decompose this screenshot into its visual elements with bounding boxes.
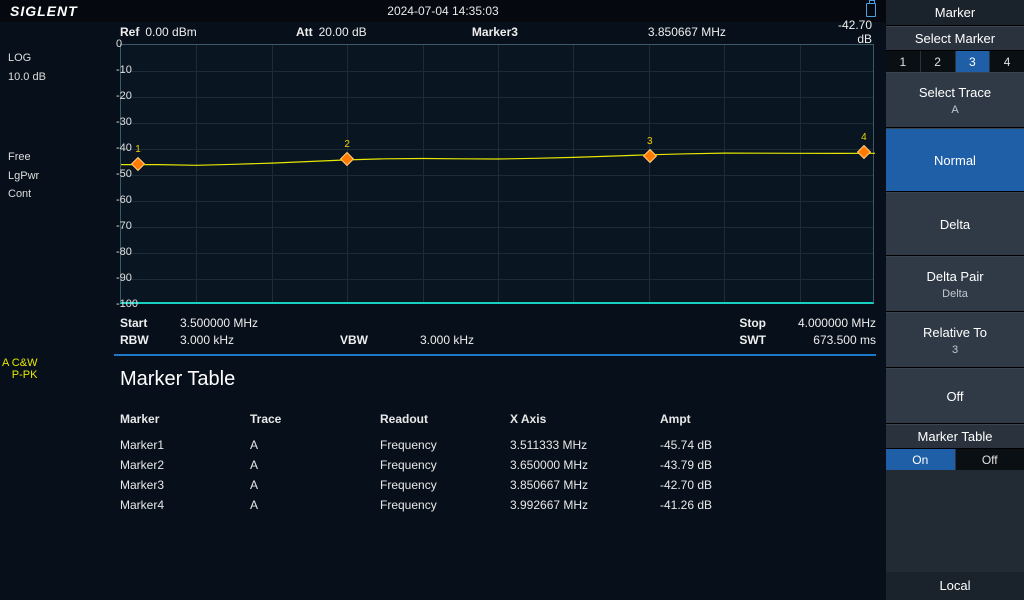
marker-table-header: Readout — [380, 412, 510, 426]
scale-mode: LOG — [8, 50, 68, 67]
select-marker-segment-4[interactable]: 4 — [990, 51, 1024, 72]
marker-number-label: 4 — [861, 132, 867, 143]
select-trace-button[interactable]: Select Trace A — [886, 72, 1024, 128]
marker-table: Marker Table MarkerTraceReadoutX AxisAmp… — [120, 360, 876, 515]
swt-value: 673.500 ms — [766, 333, 876, 350]
start-value: 3.500000 MHz — [180, 316, 340, 333]
relative-to-button[interactable]: Relative To 3 — [886, 312, 1024, 368]
ref-label: Ref — [120, 25, 139, 39]
marker-number-label: 3 — [647, 136, 653, 147]
att-label: Att — [296, 25, 313, 39]
ref-value: 0.00 dBm — [145, 25, 196, 39]
select-marker-segment-3[interactable]: 3 — [956, 51, 991, 72]
active-marker-label: Marker3 — [472, 25, 518, 39]
brand-logo: SIGLENT — [10, 3, 78, 19]
marker-mode-normal-button[interactable]: Normal — [886, 128, 1024, 192]
marker-table-toggle-label: Marker Table — [886, 424, 1024, 448]
sweep-readouts: Start 3.500000 MHz Stop 4.000000 MHz RBW… — [120, 316, 876, 350]
marker-table-header: Ampt — [660, 412, 780, 426]
table-row: Marker2AFrequency3.650000 MHz-43.79 dB — [120, 455, 876, 475]
menu-title: Marker — [886, 0, 1024, 26]
rbw-value: 3.000 kHz — [180, 333, 340, 350]
active-marker-amp: -42.70 dB — [838, 18, 872, 46]
marker-off-button[interactable]: Off — [886, 368, 1024, 424]
marker-table-header: Trace — [250, 412, 380, 426]
marker-mode-delta-pair-button[interactable]: Delta Pair Delta — [886, 256, 1024, 312]
plot-area[interactable]: 1 2 3 4 — [120, 44, 874, 304]
att-value: 20.00 dB — [319, 25, 367, 39]
select-trace-label: Select Trace — [886, 85, 1024, 100]
table-row: Marker1AFrequency3.511333 MHz-45.74 dB — [120, 435, 876, 455]
stop-label: Stop — [646, 316, 766, 333]
swt-label: SWT — [646, 333, 766, 350]
trigger-mode: Free — [8, 149, 68, 166]
rbw-label: RBW — [120, 333, 180, 350]
local-button[interactable]: Local — [886, 572, 1024, 600]
active-marker-freq: 3.850667 MHz — [648, 25, 726, 39]
select-trace-value: A — [886, 104, 1024, 116]
marker-number-label: 1 — [135, 144, 141, 155]
detector-mode: LgPwr — [8, 168, 68, 185]
marker-table-toggle-off[interactable]: Off — [956, 449, 1024, 470]
select-marker-segment-1[interactable]: 1 — [886, 51, 921, 72]
vbw-value: 3.000 kHz — [420, 333, 580, 350]
trace-label: A C&W P-PK — [2, 357, 37, 381]
sweep-mode: Cont — [8, 186, 68, 203]
header-readouts: Ref 0.00 dBm Att 20.00 dB Marker3 3.850667… — [0, 22, 886, 42]
table-row: Marker4AFrequency3.992667 MHz-41.26 dB — [120, 495, 876, 515]
marker-table-title: Marker Table — [120, 368, 876, 391]
spectrum-graph[interactable]: 1234 0-10-20-30-40-50-60-70-80-90-100 — [96, 44, 874, 314]
marker-table-toggle-on[interactable]: On — [886, 449, 956, 470]
softkey-menu: Marker Select Marker 1234 Select Trace A… — [886, 0, 1024, 600]
stop-value: 4.000000 MHz — [766, 316, 876, 333]
section-divider — [114, 354, 876, 356]
usb-icon — [866, 3, 876, 17]
select-marker-label: Select Marker — [886, 26, 1024, 50]
top-bar: SIGLENT 2024-07-04 14:35:03 — [0, 0, 886, 22]
marker-table-header: Marker — [120, 412, 250, 426]
start-label: Start — [120, 316, 180, 333]
table-row: Marker3AFrequency3.850667 MHz-42.70 dB — [120, 475, 876, 495]
marker-table-header: X Axis — [510, 412, 660, 426]
marker-number-label: 2 — [344, 139, 350, 150]
datetime-display: 2024-07-04 14:35:03 — [387, 4, 498, 18]
left-annotation-column: LOG 10.0 dB Free LgPwr Cont — [8, 50, 68, 205]
scale-per-div: 10.0 dB — [8, 69, 68, 86]
select-marker-segment-2[interactable]: 2 — [921, 51, 956, 72]
vbw-label: VBW — [340, 333, 420, 350]
marker-mode-delta-button[interactable]: Delta — [886, 192, 1024, 256]
